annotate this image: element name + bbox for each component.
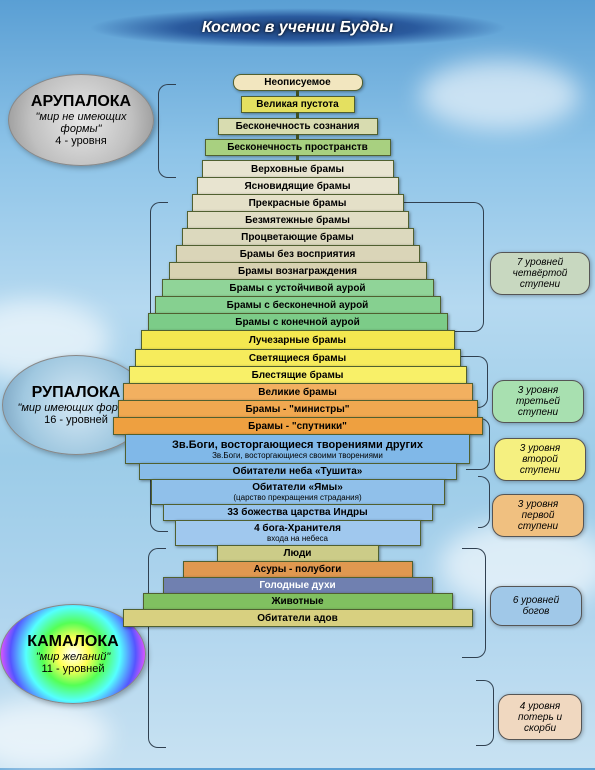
level-subtext: входа на небеса xyxy=(254,534,341,543)
level-text: Брамы вознаграждения xyxy=(238,266,357,277)
realm-levels: 11 - уровней xyxy=(42,663,105,675)
level-text: Прекрасные брамы xyxy=(249,198,347,209)
brace-7 xyxy=(462,548,486,658)
level-text: Верховные брамы xyxy=(251,164,344,175)
level-text: Неописуемое xyxy=(264,77,330,88)
group-label-3: 3 уровня первой ступени xyxy=(492,494,584,537)
pyramid-level-21: Великие брамы xyxy=(123,383,473,401)
page-title: Космос в учении Будды xyxy=(202,19,393,37)
level-text: Безмятежные брамы xyxy=(245,215,350,226)
group-label-1: 3 уровня третьей ступени xyxy=(492,380,584,423)
level-text: Обитатели «Ямы» xyxy=(252,482,343,493)
level-text: Лучезарные брамы xyxy=(249,335,346,346)
level-text: Брамы - "спутники" xyxy=(248,421,347,432)
level-text: 4 бога-Хранителя xyxy=(254,523,341,534)
pyramid-level-11: Безмятежные брамы xyxy=(187,211,409,229)
level-subtext: Зв.Боги, восторгающиеся своими творениям… xyxy=(172,451,423,460)
realm-name: АРУПАЛОКА xyxy=(31,93,131,111)
pyramid-level-0: Неописуемое xyxy=(233,74,363,91)
pyramid-level-25: Обитатели неба «Тушита» xyxy=(139,463,457,480)
level-text: Бесконечность пространств xyxy=(227,142,368,153)
level-text: Бесконечность сознания xyxy=(236,121,360,132)
pyramid-level-2: Великая пустота xyxy=(241,96,355,113)
pyramid-level-6: Бесконечность пространств xyxy=(205,139,391,156)
level-subtext: (царство прекращения страдания) xyxy=(233,493,361,502)
pyramid-level-33: Обитатели адов xyxy=(123,609,473,627)
level-text: Животные xyxy=(271,596,323,607)
pyramid-level-22: Брамы - "министры" xyxy=(118,400,478,418)
realm-desc: "мир не имеющих формы" xyxy=(15,111,147,135)
pyramid-level-14: Брамы вознаграждения xyxy=(169,262,427,280)
level-text: Брамы без восприятия xyxy=(240,249,356,260)
level-text: Великая пустота xyxy=(256,99,338,110)
level-text: 33 божества царства Индры xyxy=(227,507,367,518)
pyramid: Неописуемое Великая пустота Бесконечность … xyxy=(130,74,465,626)
pyramid-level-19: Светящиеся брамы xyxy=(135,349,461,367)
pyramid-level-17: Брамы с конечной аурой xyxy=(148,313,448,331)
pyramid-level-9: Ясновидящие брамы xyxy=(197,177,399,195)
level-text: Брамы с конечной аурой xyxy=(235,317,359,328)
realm-levels: 4 - уровня xyxy=(55,135,106,147)
pyramid-level-31: Голодные духи xyxy=(163,577,433,594)
pyramid-level-28: 4 бога-Хранителявхода на небеса xyxy=(175,520,421,546)
pyramid-level-24: Зв.Боги, восторгающиеся творениями други… xyxy=(125,434,470,464)
level-text: Светящиеся брамы xyxy=(249,353,346,364)
group-label-0: 7 уровней четвёртой ступени xyxy=(490,252,590,295)
brace-6 xyxy=(478,476,490,528)
pyramid-level-20: Блестящие брамы xyxy=(129,366,467,384)
level-text: Брамы с бесконечной аурой xyxy=(227,300,369,311)
pyramid-level-4: Бесконечность сознания xyxy=(218,118,378,135)
realm-name: РУПАЛОКА xyxy=(32,384,121,402)
level-text: Обитатели неба «Тушита» xyxy=(233,466,363,477)
pyramid-level-26: Обитатели «Ямы»(царство прекращения стра… xyxy=(151,479,445,505)
pyramid-level-27: 33 божества царства Индры xyxy=(163,504,433,521)
level-text: Ясновидящие брамы xyxy=(244,181,350,192)
level-text: Асуры - полубоги xyxy=(254,564,342,575)
level-text: Брамы - "министры" xyxy=(245,404,349,415)
realm-name: КАМАЛОКА xyxy=(27,633,118,651)
level-text: Зв.Боги, восторгающиеся творениями други… xyxy=(172,439,423,451)
pyramid-level-12: Процветающие брамы xyxy=(182,228,414,246)
pyramid-level-32: Животные xyxy=(143,593,453,610)
brace-8 xyxy=(476,680,494,746)
pyramid-level-23: Брамы - "спутники" xyxy=(113,417,483,435)
realm-levels: 16 - уровней xyxy=(44,414,108,426)
pyramid-level-16: Брамы с бесконечной аурой xyxy=(155,296,441,314)
title-banner: Космос в учении Будды xyxy=(88,8,508,48)
group-label-5: 4 уровня потерь и скорби xyxy=(498,694,582,740)
pyramid-level-13: Брамы без восприятия xyxy=(176,245,420,263)
pyramid-level-15: Брамы с устойчивой аурой xyxy=(162,279,434,297)
pyramid-level-30: Асуры - полубоги xyxy=(183,561,413,578)
level-text: Великие брамы xyxy=(258,387,337,398)
level-text: Обитатели адов xyxy=(257,613,337,624)
level-text: Процветающие брамы xyxy=(241,232,354,243)
group-label-4: 6 уровней богов xyxy=(490,586,582,626)
level-text: Блестящие брамы xyxy=(252,370,344,381)
group-label-2: 3 уровня второй ступени xyxy=(494,438,586,481)
level-text: Брамы с устойчивой аурой xyxy=(229,283,365,294)
pyramid-level-10: Прекрасные брамы xyxy=(192,194,404,212)
pyramid-level-29: Люди xyxy=(217,545,379,562)
realm-desc: "мир желаний" xyxy=(36,651,111,663)
pyramid-level-8: Верховные брамы xyxy=(202,160,394,178)
pyramid-level-18: Лучезарные брамы xyxy=(141,330,455,350)
level-text: Голодные духи xyxy=(259,580,335,591)
level-text: Люди xyxy=(284,548,312,559)
